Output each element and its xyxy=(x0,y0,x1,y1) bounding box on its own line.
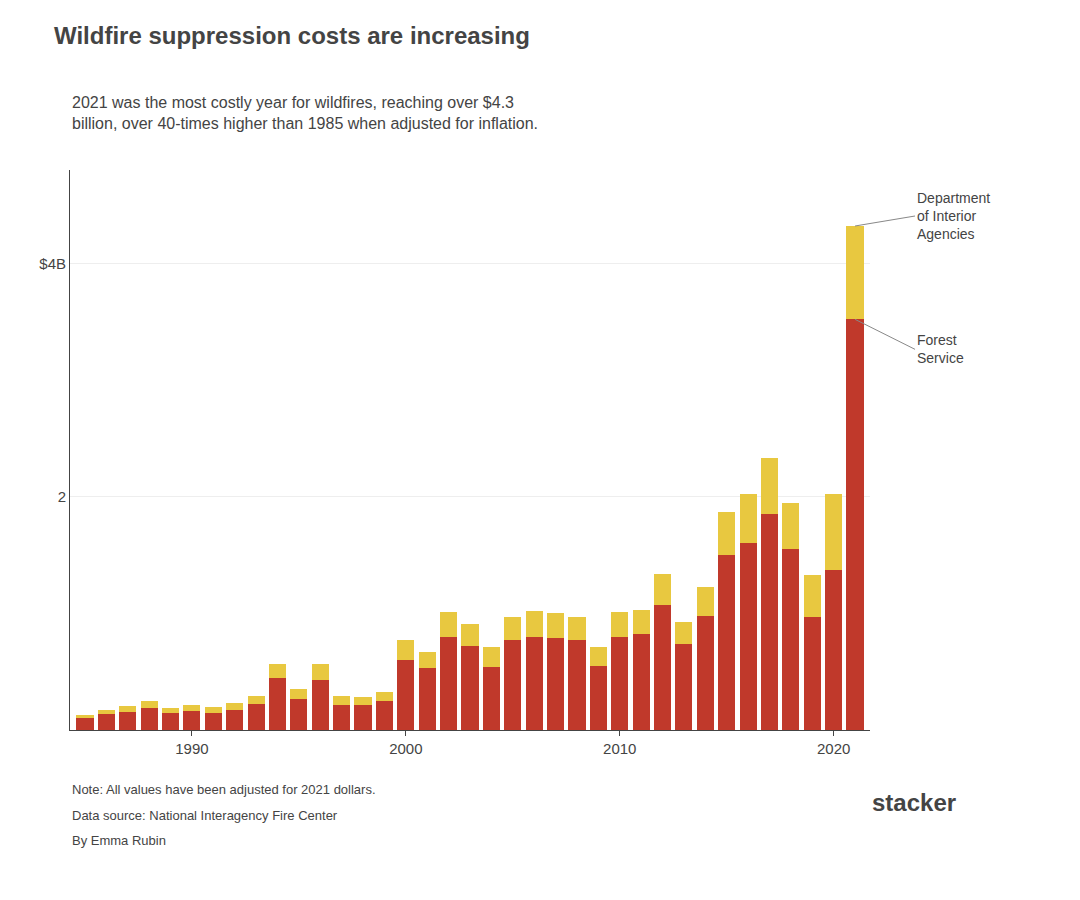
svg-text:Note: All values have been adj: Note: All values have been adjusted for … xyxy=(72,782,376,797)
svg-text:2020: 2020 xyxy=(817,740,850,757)
svg-text:By Emma Rubin: By Emma Rubin xyxy=(72,833,166,848)
svg-text:Wildfire suppression costs are: Wildfire suppression costs are increasin… xyxy=(54,22,530,49)
svg-text:2: 2 xyxy=(58,488,66,505)
svg-text:2010: 2010 xyxy=(603,740,636,757)
svg-text:ForestService: ForestService xyxy=(917,332,964,366)
svg-text:$4B: $4B xyxy=(39,255,66,272)
svg-text:stacker: stacker xyxy=(872,789,956,816)
svg-text:2000: 2000 xyxy=(389,740,422,757)
svg-text:2021 was the most costly year: 2021 was the most costly year for wildfi… xyxy=(72,94,538,132)
svg-text:Departmentof InteriorAgencies: Departmentof InteriorAgencies xyxy=(917,190,990,242)
svg-text:Data source: National Interage: Data source: National Interagency Fire C… xyxy=(72,808,338,823)
svg-text:1990: 1990 xyxy=(175,740,208,757)
